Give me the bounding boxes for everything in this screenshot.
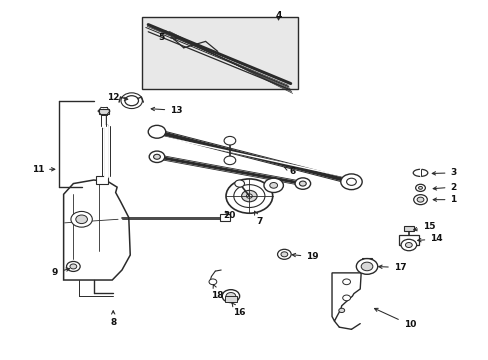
Circle shape	[361, 262, 372, 271]
Circle shape	[148, 125, 165, 138]
Polygon shape	[63, 180, 130, 280]
Circle shape	[281, 252, 287, 257]
Ellipse shape	[412, 169, 427, 176]
Circle shape	[338, 308, 344, 312]
Circle shape	[234, 180, 244, 187]
Circle shape	[76, 215, 87, 224]
Circle shape	[269, 183, 277, 188]
Polygon shape	[96, 176, 108, 184]
Text: 1: 1	[432, 195, 456, 204]
Polygon shape	[220, 214, 229, 221]
Text: 15: 15	[413, 222, 435, 231]
Circle shape	[233, 185, 264, 207]
Circle shape	[222, 290, 239, 302]
Circle shape	[418, 186, 422, 189]
Polygon shape	[99, 109, 109, 114]
Polygon shape	[331, 273, 361, 321]
Circle shape	[66, 261, 80, 271]
Circle shape	[356, 258, 377, 274]
Text: 8: 8	[110, 311, 116, 327]
Circle shape	[294, 178, 310, 189]
Circle shape	[208, 279, 216, 285]
Text: 14: 14	[417, 234, 442, 243]
Circle shape	[124, 96, 138, 106]
Text: 16: 16	[231, 303, 245, 318]
Text: 12: 12	[107, 93, 127, 102]
Text: 6: 6	[284, 167, 296, 176]
Circle shape	[346, 178, 356, 185]
Circle shape	[225, 293, 235, 300]
Circle shape	[241, 190, 257, 202]
Circle shape	[416, 197, 423, 202]
Polygon shape	[224, 296, 236, 302]
Polygon shape	[398, 235, 418, 245]
Circle shape	[224, 156, 235, 165]
Polygon shape	[403, 226, 413, 231]
Polygon shape	[362, 258, 371, 266]
Text: 20: 20	[224, 211, 236, 220]
Text: 2: 2	[432, 183, 456, 192]
Circle shape	[277, 249, 290, 259]
Text: 5: 5	[159, 33, 177, 42]
Text: 7: 7	[254, 211, 262, 226]
Text: 13: 13	[151, 106, 183, 115]
Text: 3: 3	[431, 168, 456, 177]
Text: 18: 18	[211, 285, 224, 300]
Circle shape	[415, 184, 425, 192]
Text: 9: 9	[52, 268, 69, 277]
Text: 19: 19	[292, 252, 318, 261]
Circle shape	[153, 154, 160, 159]
Text: 10: 10	[374, 308, 415, 329]
Circle shape	[121, 93, 142, 109]
Bar	[142, 18, 297, 89]
Circle shape	[413, 195, 427, 204]
Circle shape	[405, 243, 411, 248]
Circle shape	[246, 194, 252, 198]
Circle shape	[342, 295, 350, 301]
Circle shape	[224, 136, 235, 145]
Circle shape	[299, 181, 305, 186]
Circle shape	[342, 279, 350, 285]
Circle shape	[71, 211, 92, 227]
Circle shape	[400, 239, 416, 251]
Text: 4: 4	[275, 11, 281, 20]
Text: 17: 17	[378, 263, 406, 272]
Circle shape	[225, 179, 272, 213]
Circle shape	[149, 151, 164, 162]
Circle shape	[70, 264, 77, 269]
Circle shape	[264, 178, 283, 193]
Circle shape	[340, 174, 362, 190]
Text: 11: 11	[32, 165, 55, 174]
